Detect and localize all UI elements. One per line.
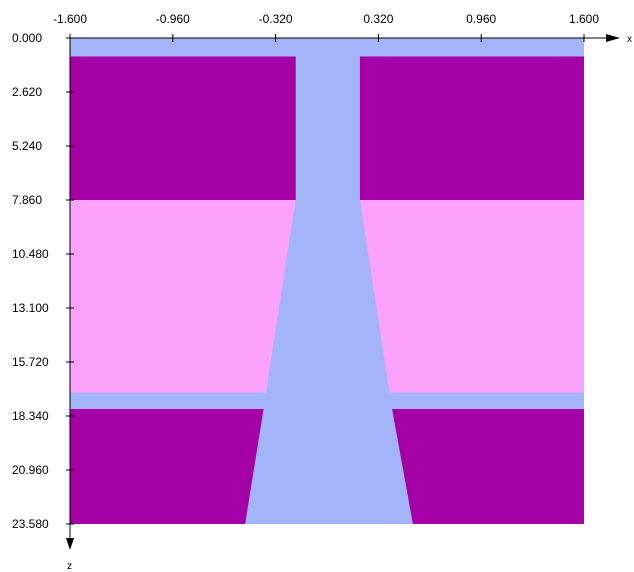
z-tick-label: 0.000 — [12, 31, 42, 45]
z-axis-ticks: 0.000 2.620 5.240 7.860 10.480 13.100 15.720 18… — [12, 31, 74, 531]
z-tick-label: 18.340 — [12, 409, 49, 423]
z-axis-arrow-icon — [66, 538, 74, 550]
z-tick-label: 2.620 — [12, 85, 42, 99]
middle-right-light-layer — [359, 200, 584, 393]
z-tick-label: 5.240 — [12, 139, 42, 153]
top-right-dark-layer — [359, 56, 584, 200]
x-axis-arrow-icon — [606, 34, 620, 42]
x-tick-label: 0.320 — [363, 12, 393, 26]
z-tick-label: 20.960 — [12, 463, 49, 477]
z-tick-label: 10.480 — [12, 247, 49, 261]
z-axis-name: z — [67, 561, 72, 572]
x-axis-ticks: -1.600 -0.960 -0.320 0.320 0.960 1.600 — [53, 12, 599, 42]
middle-left-light-layer — [70, 200, 296, 393]
z-tick-label: 7.860 — [12, 193, 42, 207]
x-axis-name: x — [627, 34, 632, 45]
layer-regions — [70, 38, 584, 524]
z-tick-label: 13.100 — [12, 301, 49, 315]
x-tick-label: -1.600 — [53, 12, 87, 26]
z-tick-label: 23.580 — [12, 517, 49, 531]
x-tick-label: -0.960 — [156, 12, 190, 26]
bottom-right-dark-layer — [392, 409, 584, 524]
top-left-dark-layer — [70, 56, 296, 200]
bottom-left-dark-layer — [70, 409, 264, 524]
x-tick-label: 0.960 — [466, 12, 496, 26]
x-tick-label: 1.600 — [569, 12, 599, 26]
z-tick-label: 15.720 — [12, 355, 49, 369]
x-tick-label: -0.320 — [259, 12, 293, 26]
axes: x z -1.600 -0.960 -0.320 0.320 0.960 1.600 0.… — [12, 12, 632, 572]
